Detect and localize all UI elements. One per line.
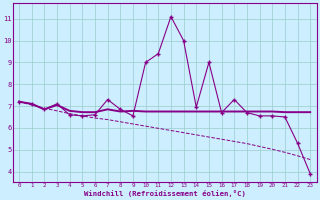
X-axis label: Windchill (Refroidissement éolien,°C): Windchill (Refroidissement éolien,°C) — [84, 190, 245, 197]
